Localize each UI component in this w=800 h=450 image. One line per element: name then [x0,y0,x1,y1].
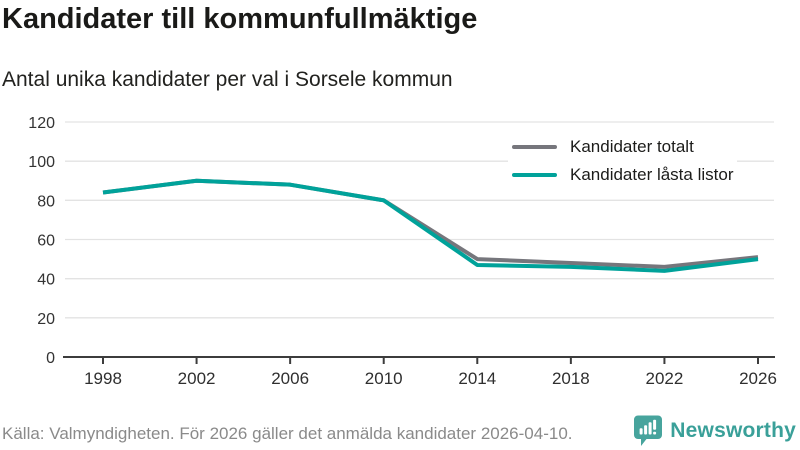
legend-item-total: Kandidater totalt [512,133,733,161]
svg-text:20: 20 [37,311,55,328]
svg-text:80: 80 [37,193,55,210]
svg-text:2026: 2026 [739,369,777,388]
page-title: Kandidater till kommunfullmäktige [2,3,478,35]
svg-text:120: 120 [28,115,55,132]
svg-text:2010: 2010 [365,369,403,388]
brand-name: Newsworthy [670,419,796,442]
line-chart: 0 20 40 60 80 100 120 1998 2002 2006 2010 2014 2018 2… [28,115,777,388]
newsworthy-bar-chart-bubble-icon [634,415,663,446]
legend-swatch-total [512,145,557,149]
newsworthy-logo: Newsworthy [633,414,796,448]
svg-text:2018: 2018 [552,369,590,388]
svg-text:2022: 2022 [646,369,684,388]
legend-label-total: Kandidater totalt [570,137,694,156]
legend-swatch-locked-lists [512,173,557,177]
svg-text:100: 100 [28,154,55,171]
svg-text:1998: 1998 [84,369,122,388]
source-note: Källa: Valmyndigheten. För 2026 gäller d… [2,424,573,443]
legend-item-locked-lists: Kandidater låsta listor [512,161,733,189]
svg-text:60: 60 [37,233,55,250]
legend-label-locked-lists: Kandidater låsta listor [570,165,734,184]
chart-subtitle: Antal unika kandidater per val i Sorsele… [2,68,453,91]
svg-text:2006: 2006 [271,369,309,388]
svg-text:2002: 2002 [178,369,216,388]
legend: Kandidater totalt Kandidater låsta listo… [508,131,738,191]
svg-text:0: 0 [46,350,55,367]
svg-text:40: 40 [37,272,55,289]
svg-text:2014: 2014 [458,369,496,388]
